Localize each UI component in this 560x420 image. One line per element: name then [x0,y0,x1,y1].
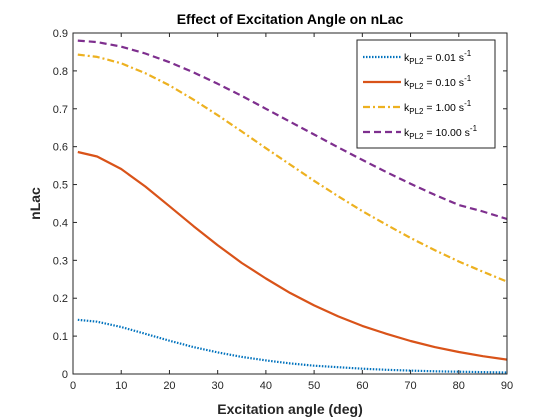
y-tick-label: 0.8 [53,66,68,78]
series-line-2 [77,150,508,361]
y-tick-label: 0.2 [53,293,68,305]
x-tick-label: 50 [308,380,320,392]
y-tick-label: 0.1 [53,331,68,343]
series-line-1 [77,318,508,374]
legend-label-4: kPL2 = 10.00 s-1 [404,124,478,141]
x-tick-label: 0 [70,380,76,392]
series-line-4 [77,39,508,221]
legend: kPL2 = 0.01 s-1 kPL2 = 0.10 s-1 kPL2 = 1.0… [356,39,496,149]
y-tick-label: 0 [62,369,68,381]
x-tick-label: 90 [501,380,513,392]
y-tick-label: 0.9 [53,28,68,40]
plot-frame [72,32,508,375]
y-tick-label: 0.4 [53,217,68,229]
legend-label-2: kPL2 = 0.10 s-1 [404,74,472,91]
series-lines [77,39,508,374]
legend-label-3: kPL2 = 1.00 s-1 [404,99,472,116]
legend-label-1: kPL2 = 0.01 s-1 [404,49,472,66]
y-tick-label: 0.6 [53,142,68,154]
legend-box [356,39,496,149]
series-line-3 [77,53,508,283]
x-tick-label: 60 [356,380,368,392]
x-tick-label: 20 [163,380,175,392]
x-tick-label: 10 [115,380,127,392]
chart-title: Effect of Excitation Angle on nLac [177,11,404,27]
x-axis-label: Excitation angle (deg) [217,401,362,417]
y-tick-label: 0.3 [53,255,68,267]
x-tick-label: 30 [212,380,224,392]
x-tick-label: 40 [260,380,272,392]
y-tick-label: 0.7 [53,104,68,116]
axis-ticks: 0 10 20 30 40 50 60 70 80 90 0 0.1 0.2 0.3 0.4 0.5 0.6 0.… [53,28,513,392]
y-axis-label: nLac [27,187,43,220]
x-tick-label: 80 [453,380,465,392]
x-tick-label: 70 [404,380,416,392]
y-tick-label: 0.5 [53,180,68,192]
